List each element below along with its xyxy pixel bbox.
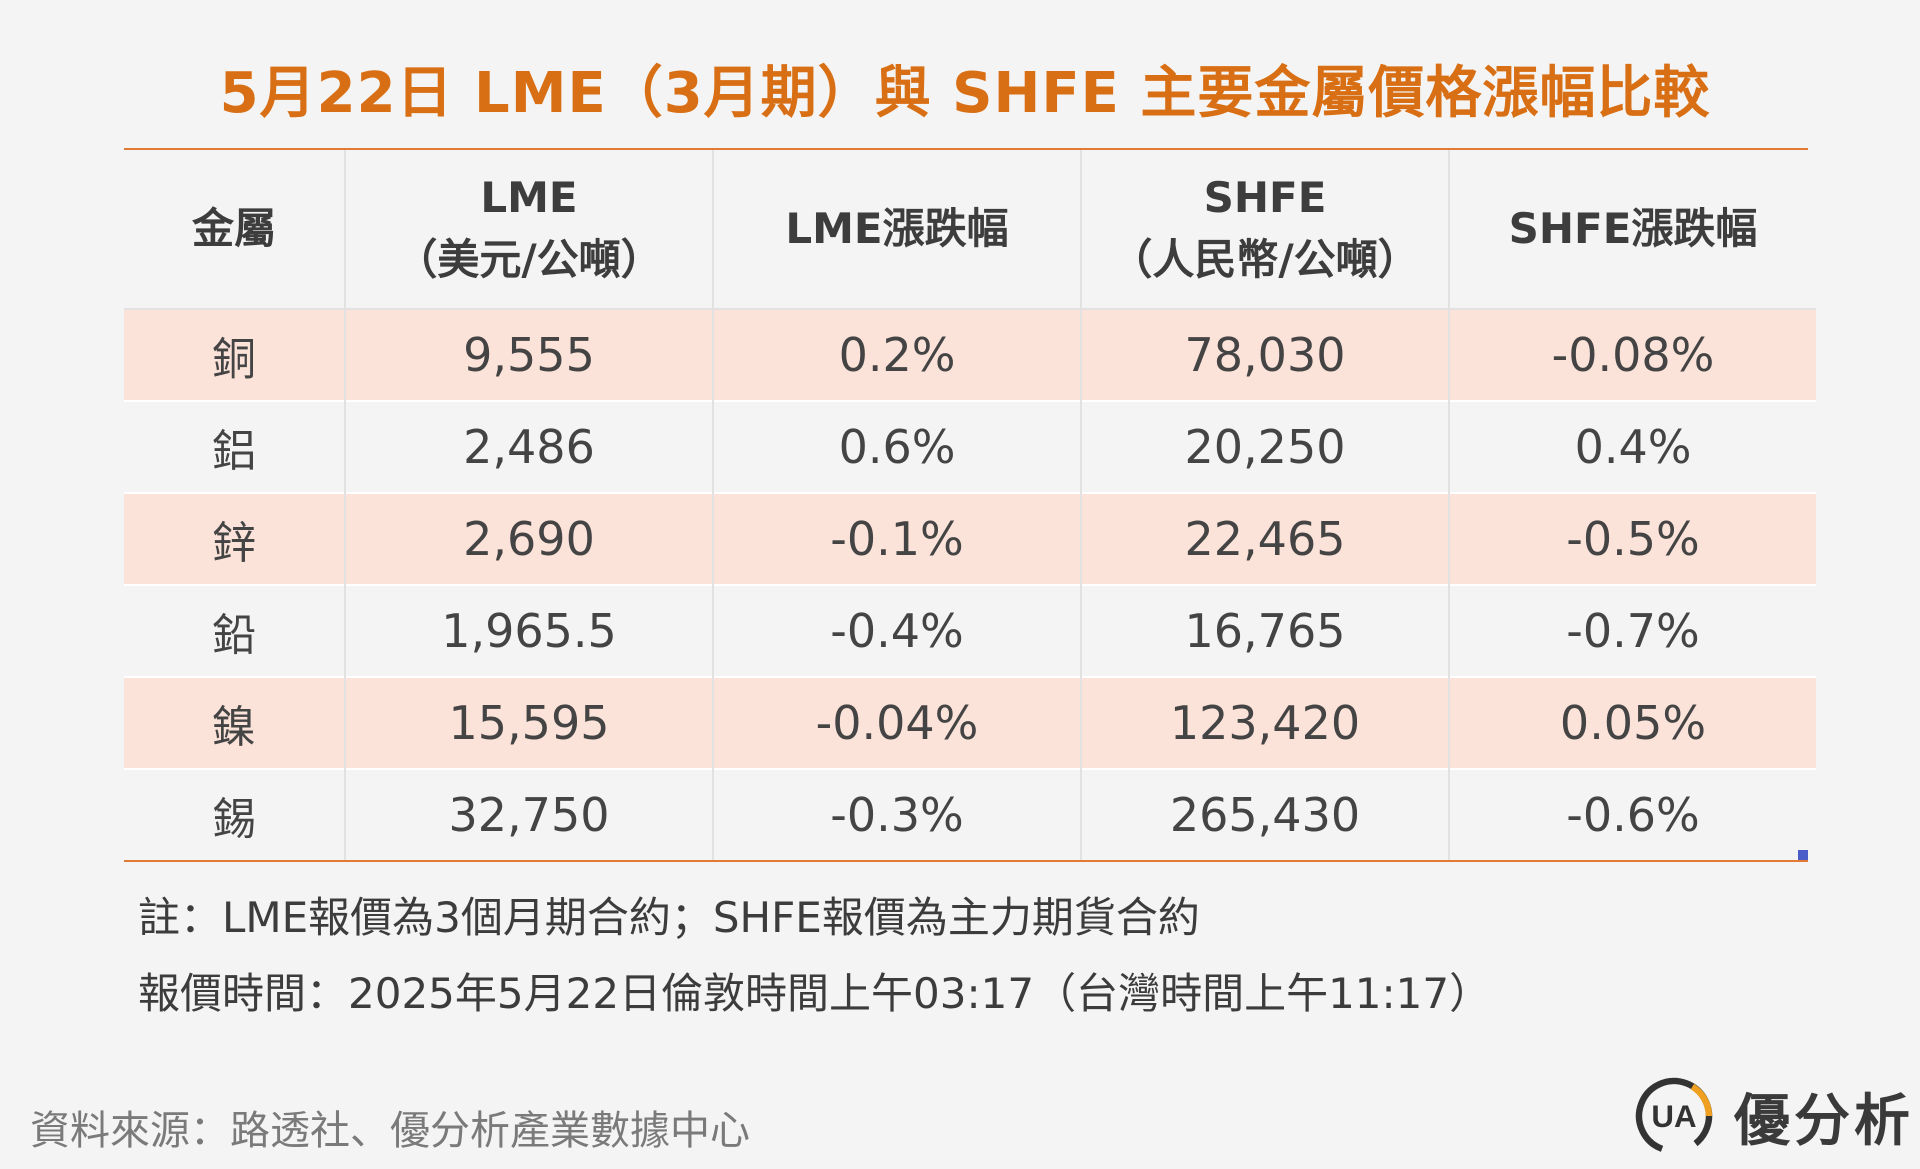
ua-logo-icon: UA — [1635, 1077, 1713, 1155]
header-lme-label: LME — [480, 173, 578, 222]
cell-metal: 銅 — [124, 308, 346, 401]
chart-title: 5月22日 LME（3月期）與 SHFE 主要金屬價格漲幅比較 — [219, 61, 1711, 126]
header-lme-unit: （美元/公噸） — [395, 235, 663, 284]
price-comparison-table: 金屬 LME （美元/公噸） LME漲跌幅 SHFE （人民幣/公噸） SHFE… — [124, 148, 1816, 862]
cell-shfe-price: 16,765 — [1081, 584, 1450, 677]
header-shfe-change-label: SHFE漲跌幅 — [1508, 204, 1758, 253]
cell-shfe-change: -0.5% — [1449, 492, 1816, 585]
cell-shfe-change: -0.6% — [1449, 768, 1816, 860]
cell-metal: 鋁 — [124, 400, 346, 493]
cell-lme-price: 32,750 — [345, 768, 714, 860]
contract-note: 註：LME報價為3個月期合約；SHFE報價為主力期貨合約 — [138, 893, 1200, 942]
header-shfe-price: SHFE （人民幣/公噸） — [1081, 150, 1450, 310]
cell-shfe-price: 20,250 — [1081, 400, 1450, 493]
brand-logo-block: UA 優分析 — [1628, 1070, 1914, 1162]
table-corner-handle — [1798, 850, 1808, 860]
header-metal-label: 金屬 — [191, 204, 276, 253]
header-lme-price: LME （美元/公噸） — [345, 150, 714, 310]
header-shfe-label: SHFE — [1203, 173, 1327, 222]
table-row-zinc: 鋅 2,690 -0.1% 22,465 -0.5% — [124, 492, 1816, 585]
table-bottom-rule — [124, 860, 1808, 862]
cell-lme-change: -0.04% — [713, 676, 1082, 769]
cell-shfe-price: 78,030 — [1081, 308, 1450, 401]
data-source: 資料來源：路透社、優分析產業數據中心 — [30, 1108, 750, 1154]
table-row-aluminum: 鋁 2,486 0.6% 20,250 0.4% — [124, 400, 1816, 493]
table-top-rule — [124, 148, 1808, 150]
cell-lme-price: 2,690 — [345, 492, 714, 585]
brand-name: 優分析 — [1734, 1088, 1914, 1154]
cell-metal: 鎳 — [124, 676, 346, 769]
cell-lme-change: -0.3% — [713, 768, 1082, 860]
header-lme-change-label: LME漲跌幅 — [785, 204, 1009, 253]
header-shfe-change: SHFE漲跌幅 — [1449, 150, 1816, 310]
cell-lme-price: 1,965.5 — [345, 584, 714, 677]
cell-lme-change: 0.2% — [713, 308, 1082, 401]
table-row-tin: 錫 32,750 -0.3% 265,430 -0.6% — [124, 768, 1816, 860]
cell-shfe-change: 0.05% — [1449, 676, 1816, 769]
logo-text: UA — [1651, 1099, 1696, 1134]
cell-lme-change: 0.6% — [713, 400, 1082, 493]
cell-shfe-price: 123,420 — [1081, 676, 1450, 769]
quote-time-note: 報價時間：2025年5月22日倫敦時間上午03:17（台灣時間上午11:17） — [138, 969, 1492, 1018]
table-row-copper: 銅 9,555 0.2% 78,030 -0.08% — [124, 308, 1816, 401]
header-metal: 金屬 — [124, 150, 346, 310]
table-row-lead: 鉛 1,965.5 -0.4% 16,765 -0.7% — [124, 584, 1816, 677]
cell-metal: 鋅 — [124, 492, 346, 585]
cell-lme-change: -0.4% — [713, 584, 1082, 677]
cell-shfe-change: -0.08% — [1449, 308, 1816, 401]
cell-lme-price: 15,595 — [345, 676, 714, 769]
header-row: 金屬 LME （美元/公噸） LME漲跌幅 SHFE （人民幣/公噸） SHFE… — [124, 150, 1816, 310]
cell-shfe-price: 22,465 — [1081, 492, 1450, 585]
cell-metal: 鉛 — [124, 584, 346, 677]
header-shfe-unit: （人民幣/公噸） — [1110, 235, 1420, 284]
cell-lme-price: 2,486 — [345, 400, 714, 493]
cell-shfe-change: 0.4% — [1449, 400, 1816, 493]
cell-lme-change: -0.1% — [713, 492, 1082, 585]
cell-shfe-change: -0.7% — [1449, 584, 1816, 677]
table-row-nickel: 鎳 15,595 -0.04% 123,420 0.05% — [124, 676, 1816, 769]
header-lme-change: LME漲跌幅 — [713, 150, 1082, 310]
cell-shfe-price: 265,430 — [1081, 768, 1450, 860]
cell-metal: 錫 — [124, 768, 346, 860]
cell-lme-price: 9,555 — [345, 308, 714, 401]
